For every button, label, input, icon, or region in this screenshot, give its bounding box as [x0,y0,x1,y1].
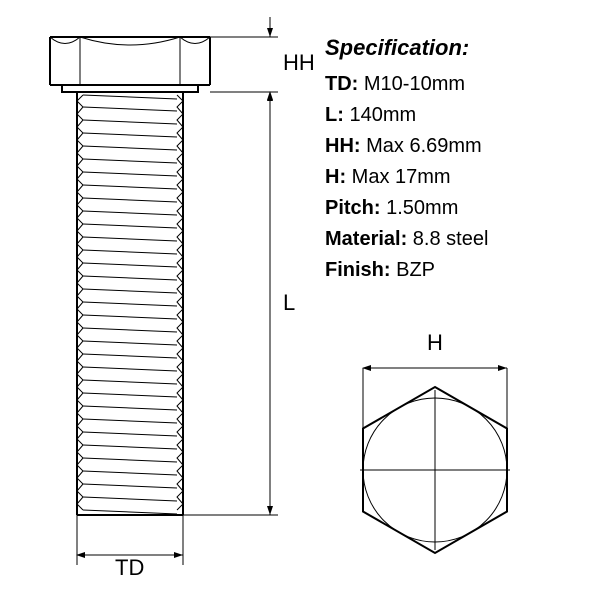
bolt-side-view: HH L TD [20,25,320,580]
spec-label: Pitch: [325,197,381,219]
spec-row: HH: Max 6.69mm [325,135,555,158]
hh-label: HH [283,50,315,76]
hex-top-view: H [335,330,535,550]
spec-row: H: Max 17mm [325,166,555,189]
spec-value: Max 17mm [346,166,450,188]
spec-label: HH: [325,135,361,157]
thread-pattern [77,95,183,514]
spec-value: 140mm [344,104,416,126]
specification-panel: Specification: TD: M10-10mm L: 140mm HH: M… [325,35,555,290]
spec-title: Specification: [325,35,555,61]
spec-row: TD: M10-10mm [325,73,555,96]
hex-top-svg [335,330,535,550]
spec-value: 8.8 steel [407,228,488,250]
spec-value: 1.50mm [381,197,459,219]
h-label: H [427,330,443,356]
l-label: L [283,290,295,316]
spec-value: Max 6.69mm [361,135,482,157]
spec-value: BZP [391,259,435,281]
td-label: TD [115,555,144,581]
spec-label: H: [325,166,346,188]
spec-row: L: 140mm [325,104,555,127]
spec-row: Material: 8.8 steel [325,228,555,251]
spec-row: Pitch: 1.50mm [325,197,555,220]
spec-label: Finish: [325,259,391,281]
spec-value: M10-10mm [358,73,465,95]
spec-label: L: [325,104,344,126]
spec-label: Material: [325,228,407,250]
bolt-side-svg [20,25,320,580]
spec-label: TD: [325,73,358,95]
spec-row: Finish: BZP [325,259,555,282]
